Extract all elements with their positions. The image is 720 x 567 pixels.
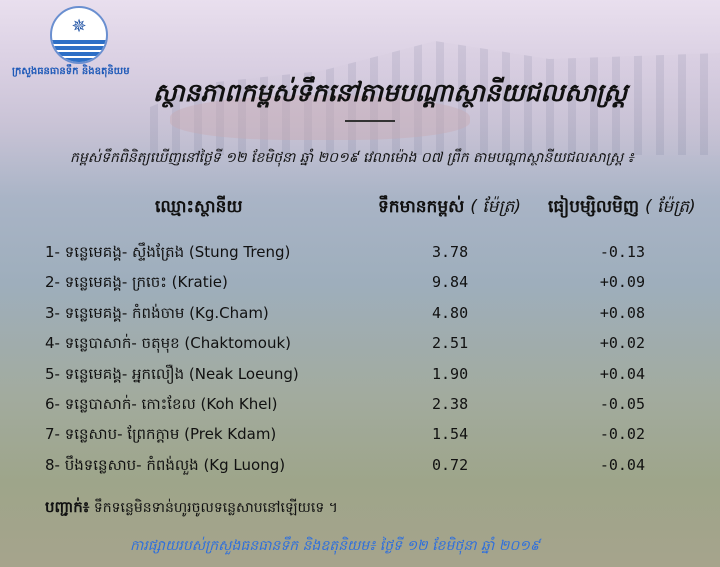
water-level: 9.84 xyxy=(432,273,469,292)
water-level: 1.54 xyxy=(432,425,469,444)
wave-icon xyxy=(52,40,106,62)
level-change: -0.13 xyxy=(599,243,645,261)
station-name: 5- ទន្លេមេគង្គ- អ្នកលឿង (Neak Loeung) xyxy=(45,364,299,383)
table-row: 7- ទន្លេសាប- ព្រែកក្តាម (Prek Kdam) 1.54 -… xyxy=(45,425,665,453)
page-title: ស្ថានភាពកម្ពស់ទឹកនៅតាមបណ្តាស្ថានីយជលសាស្… xyxy=(152,78,628,107)
station-name: 8- បឹងទន្លេសាប- កំពង់លួង (Kg Luong) xyxy=(45,455,286,474)
level-change: -0.02 xyxy=(599,425,645,444)
compass-star-icon: ✵ xyxy=(71,16,87,37)
table-row: 4- ទន្លេបាសាក់- ចតុមុខ (Chaktomouk) 2.51 +… xyxy=(45,334,665,362)
water-level: 2.38 xyxy=(432,395,469,413)
level-change: +0.08 xyxy=(599,303,645,322)
header-change: ធៀបម្សិលមិញ ( ម៉ែត្រ) xyxy=(548,196,696,221)
subtitle: កម្ពស់ទឹកពិនិត្យឃើញនៅថ្ងៃទី ១២ ខែមិថុនា … xyxy=(70,150,634,166)
level-change: +0.02 xyxy=(599,334,645,353)
water-level: 2.51 xyxy=(432,334,469,353)
station-name: 7- ទន្លេសាប- ព្រែកក្តាម (Prek Kdam) xyxy=(45,425,277,444)
header-station-label: ឈ្មោះស្ថានីយ xyxy=(155,197,243,217)
station-name: 2- ទន្លេមេគង្គ- ក្រចេះ (Kratie) xyxy=(45,273,228,292)
note-label: បញ្ជាក់៖ xyxy=(45,498,90,516)
title-divider xyxy=(345,120,395,122)
level-change: -0.05 xyxy=(599,395,645,413)
station-name: 6- ទន្លេបាសាក់- កោះខែល (Koh Khel) xyxy=(45,395,278,413)
header-level-unit: ( ម៉ែត្រ) xyxy=(470,197,521,217)
station-name: 3- ទន្លេមេគង្គ- កំពង់ចាម (Kg.Cham) xyxy=(45,303,269,322)
footer-credit: ការផ្សាយរបស់ក្រសួងធនធានទឹក និងឧតុនិយម៖ ថ… xyxy=(130,538,540,554)
water-level: 1.90 xyxy=(432,364,469,383)
peninsula-background xyxy=(170,95,470,140)
table-row: 1- ទន្លេមេគង្គ- ស្ទឹងត្រែង (Stung Treng)… xyxy=(45,243,665,271)
ministry-name: ក្រសួងធនធានទឹក និងឧតុនិយម xyxy=(12,66,130,77)
level-change: -0.04 xyxy=(599,455,645,474)
note: បញ្ជាក់៖ ទឹកទន្លេមិនទាន់ហូរចូលទន្លេសាបនៅ… xyxy=(45,498,338,520)
header-level: ទឹកមានកម្ពស់ ( ម៉ែត្រ) xyxy=(378,196,521,221)
level-change: +0.04 xyxy=(599,364,645,383)
station-name: 4- ទន្លេបាសាក់- ចតុមុខ (Chaktomouk) xyxy=(45,334,292,353)
table-row: 5- ទន្លេមេគង្គ- អ្នកលឿង (Neak Loeung) 1.9… xyxy=(45,365,665,393)
water-level: 0.72 xyxy=(432,455,469,474)
header-station: ឈ្មោះស្ថានីយ xyxy=(155,196,243,221)
header-change-label: ធៀបម្សិលមិញ xyxy=(548,197,640,217)
water-level: 3.78 xyxy=(432,243,469,261)
table-row: 2- ទន្លេមេគង្គ- ក្រចេះ (Kratie) 9.84 +0.09 xyxy=(45,273,665,301)
station-name: 1- ទន្លេមេគង្គ- ស្ទឹងត្រែង (Stung Treng) xyxy=(45,243,291,261)
header-level-label: ទឹកមានកម្ពស់ xyxy=(378,197,465,217)
table-row: 8- បឹងទន្លេសាប- កំពង់លួង (Kg Luong) 0.72 -… xyxy=(45,456,665,484)
note-text: ទឹកទន្លេមិនទាន់ហូរចូលទន្លេសាបនៅឡើយទេ ។ xyxy=(93,500,338,516)
level-change: +0.09 xyxy=(599,273,645,292)
ministry-logo: ✵ xyxy=(50,6,108,64)
water-level: 4.80 xyxy=(432,303,469,322)
table-row: 6- ទន្លេបាសាក់- កោះខែល (Koh Khel) 2.38 -0.… xyxy=(45,395,665,423)
table-row: 3- ទន្លេមេគង្គ- កំពង់ចាម (Kg.Cham) 4.80 +0… xyxy=(45,304,665,332)
header-change-unit: ( ម៉ែត្រ) xyxy=(644,197,696,217)
